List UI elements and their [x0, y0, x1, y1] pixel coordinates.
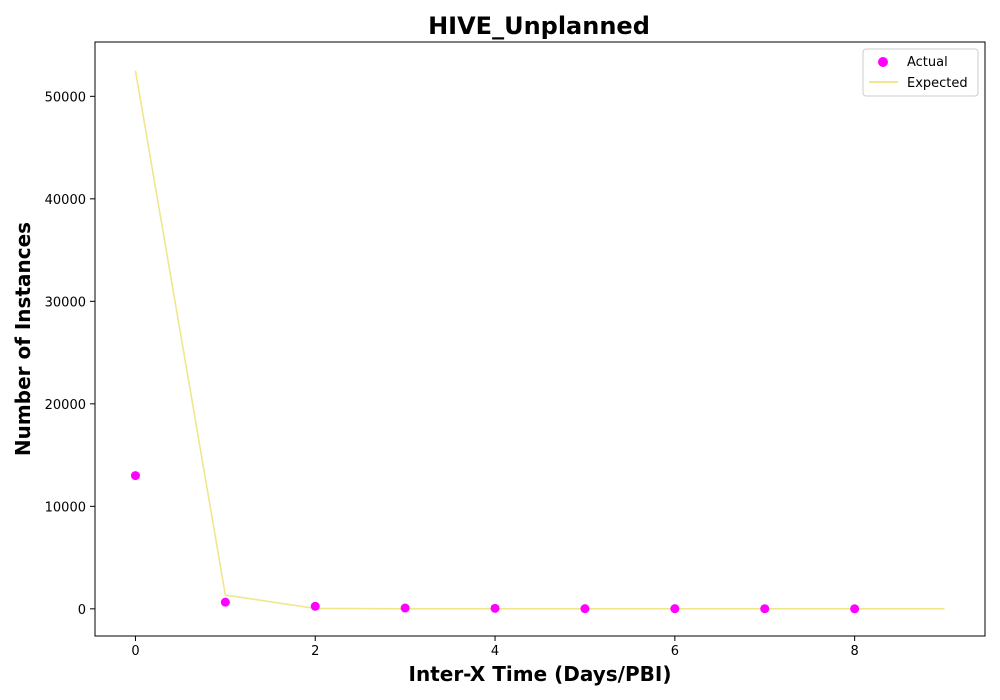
series-line-expected	[134, 70, 945, 610]
y-tick-label: 10000	[45, 500, 86, 515]
data-point-actual	[400, 603, 410, 613]
y-tick-label: 50000	[45, 90, 86, 105]
plot-area	[94, 41, 986, 637]
x-axis: 0 2 4 6 8	[131, 636, 859, 659]
data-point-actual	[580, 604, 590, 614]
data-point-actual	[850, 604, 860, 614]
x-tick-label: 4	[491, 644, 499, 659]
x-tick-label: 2	[311, 644, 319, 659]
chart-title: HIVE_Unplanned	[428, 12, 650, 40]
y-axis: 0 10000 20000 30000 40000 50000	[45, 90, 95, 618]
data-point-actual	[310, 601, 320, 611]
legend-box	[862, 48, 979, 97]
series-layer	[130, 70, 945, 614]
y-tick-label: 30000	[45, 295, 86, 310]
legend-marker-actual	[878, 57, 888, 67]
data-point-actual	[490, 603, 500, 613]
data-point-actual	[130, 471, 140, 481]
y-axis-label: Number of Instances	[11, 222, 35, 456]
legend: Actual Expected	[862, 48, 979, 97]
y-tick-label: 40000	[45, 193, 86, 208]
legend-label-actual: Actual	[907, 55, 948, 70]
data-point-actual	[760, 604, 770, 614]
x-tick-label: 8	[851, 644, 859, 659]
data-point-actual	[220, 597, 230, 607]
x-tick-label: 0	[131, 644, 139, 659]
data-point-actual	[670, 604, 680, 614]
x-tick-label: 6	[671, 644, 679, 659]
y-tick-label: 0	[78, 603, 86, 618]
y-tick-label: 20000	[45, 398, 86, 413]
legend-label-expected: Expected	[907, 76, 968, 91]
x-axis-label: Inter-X Time (Days/PBI)	[409, 662, 672, 686]
